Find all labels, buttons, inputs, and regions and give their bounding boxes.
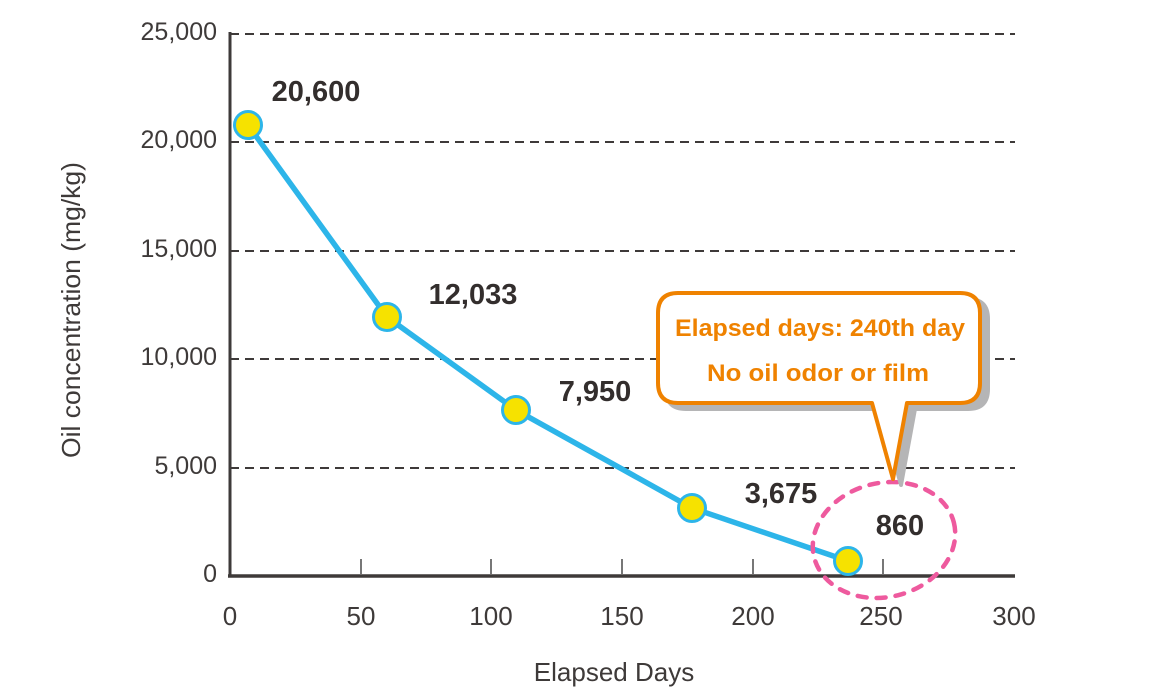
x-axis-title: Elapsed Days [534,657,694,687]
y-tick-label-15000: 15,000 [141,235,217,263]
callout-bubble [656,291,982,481]
data-point-labels: 20,600 12,033 7,950 3,675 860 [272,76,925,542]
x-tick-label-250: 250 [859,601,902,631]
x-tick-labels: 0 50 100 150 200 250 300 [223,601,1036,631]
x-axis-ticks [360,559,884,574]
y-tick-label-10000: 10,000 [141,343,217,371]
data-point-marker-4 [677,493,707,523]
callout-text-line2: No oil odor or film [707,360,929,387]
x-tick-label-300: 300 [992,601,1035,631]
y-tick-label-25000: 25,000 [141,18,217,46]
data-point-marker-2 [372,302,402,332]
data-point-label-2: 12,033 [429,279,518,311]
y-tick-label-0: 0 [203,560,217,588]
data-point-label-5: 860 [876,510,924,542]
x-tick-label-150: 150 [600,601,643,631]
data-point-label-3: 7,950 [559,376,632,408]
data-point-marker-5 [833,546,863,576]
y-tick-labels: 25,000 20,000 15,000 10,000 5,000 0 [141,18,217,588]
y-tick-label-20000: 20,000 [141,126,217,154]
x-tick-label-200: 200 [731,601,774,631]
data-point-markers [233,110,863,576]
x-tick-label-0: 0 [223,601,237,631]
x-tick-label-100: 100 [469,601,512,631]
data-point-label-4: 3,675 [745,478,818,510]
data-point-label-1: 20,600 [272,76,361,108]
y-tick-label-5000: 5,000 [154,452,217,480]
data-point-marker-3 [501,395,531,425]
y-axis-title: Oil concentration (mg/kg) [56,162,86,458]
data-point-marker-1 [233,110,263,140]
highlight-ellipse [810,479,958,601]
x-tick-label-50: 50 [347,601,376,631]
callout-text-line1: Elapsed days: 240th day [675,315,966,342]
